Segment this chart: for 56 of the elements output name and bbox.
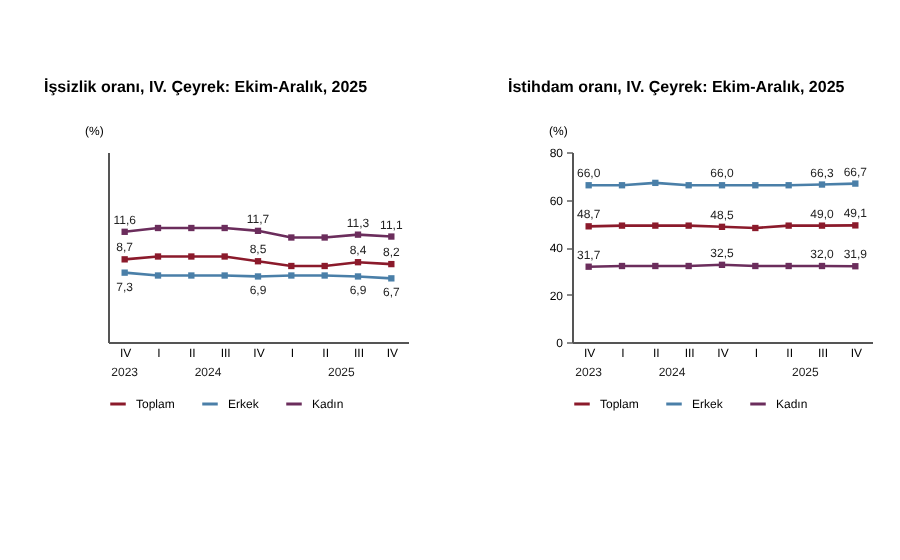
point (288, 234, 295, 241)
point (652, 262, 659, 270)
point (852, 180, 859, 187)
point (388, 260, 395, 268)
point (618, 182, 626, 189)
point (221, 272, 228, 279)
point (752, 182, 759, 189)
chart-title: İstihdam oranı, IV. Çeyrek: Ekim-Aralık, 2025 (508, 78, 846, 96)
point (585, 223, 592, 230)
point (818, 181, 826, 188)
point (585, 182, 592, 189)
point (785, 262, 792, 270)
point (188, 253, 195, 260)
point (288, 262, 295, 270)
point (254, 258, 262, 265)
point (785, 222, 792, 229)
point (785, 182, 792, 189)
point (221, 253, 228, 260)
point (188, 272, 195, 279)
point (154, 224, 162, 232)
point (652, 222, 659, 229)
point (321, 272, 328, 279)
point (188, 224, 195, 232)
point (121, 269, 128, 276)
point (618, 222, 626, 229)
point (321, 262, 328, 270)
point (154, 272, 162, 279)
point (685, 222, 692, 229)
point (221, 224, 228, 232)
point (818, 262, 826, 270)
point (388, 275, 395, 282)
point (752, 224, 759, 232)
point (618, 262, 626, 270)
point (254, 273, 262, 280)
point (121, 256, 128, 263)
point (852, 263, 859, 270)
point (354, 273, 362, 280)
point (288, 272, 295, 279)
point (685, 182, 692, 189)
point (121, 228, 128, 235)
point (388, 233, 395, 240)
point (852, 222, 859, 229)
point (652, 179, 659, 187)
point (718, 182, 726, 189)
point (321, 234, 328, 241)
point (254, 227, 262, 235)
point (685, 262, 692, 270)
point (354, 231, 362, 238)
point (752, 262, 759, 270)
point (718, 223, 726, 230)
point (154, 253, 162, 260)
point (585, 263, 592, 270)
point (818, 222, 826, 229)
point (354, 259, 362, 266)
chart-title: İşsizlik oranı, IV. Çeyrek: Ekim-Aralık, 2025 (44, 78, 369, 96)
point (718, 261, 726, 268)
